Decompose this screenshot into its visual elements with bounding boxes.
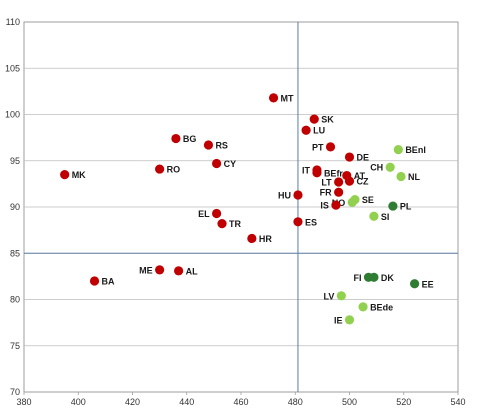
data-label-pl: PL [400, 202, 412, 212]
data-point-hr [247, 233, 257, 244]
data-point-no [347, 197, 357, 207]
reference-lines [24, 22, 458, 392]
data-label-at: AT [354, 171, 366, 181]
data-label-dk: DK [381, 273, 394, 283]
data-label-nl: NL [408, 172, 420, 182]
data-point-bg [171, 133, 181, 144]
data-point-fr [334, 187, 344, 197]
data-label-si: SI [381, 212, 390, 222]
data-point-cz [344, 176, 355, 186]
data-point-si [369, 211, 379, 221]
data-point-pl [388, 201, 398, 211]
data-label-fr: FR [320, 188, 332, 198]
data-label-mk: MK [72, 170, 86, 180]
data-label-ee: EE [422, 279, 434, 289]
data-label-pt: PT [312, 142, 324, 152]
x-tick-label: 420 [125, 397, 140, 407]
data-label-me: ME [139, 265, 153, 275]
data-point-me [155, 265, 165, 275]
data-label-sk: SK [321, 115, 334, 125]
data-point-dk [369, 272, 379, 282]
y-tick-label: 100 [5, 110, 20, 120]
y-tick-label: 85 [10, 248, 20, 258]
data-point-lt [334, 177, 344, 187]
x-tick-label: 500 [342, 397, 357, 407]
x-tick-label: 520 [396, 397, 411, 407]
x-tick-label: 540 [450, 397, 465, 407]
data-label-mt: MT [281, 93, 294, 103]
data-point-ie [344, 315, 355, 325]
data-label-hr: HR [259, 234, 272, 244]
x-tick-label: 380 [16, 397, 31, 407]
data-point-es [293, 217, 303, 227]
grid-lines [24, 67, 458, 347]
data-point-al [174, 266, 184, 276]
data-point-hu [293, 190, 303, 200]
data-label-is: IS [320, 201, 329, 211]
data-label-lv: LV [324, 291, 335, 301]
y-tick-label: 80 [10, 295, 20, 305]
data-point-sk [309, 114, 319, 124]
data-point-ch [385, 162, 395, 172]
data-point-tr [217, 219, 227, 229]
data-label-al: AL [186, 266, 198, 276]
data-label-de: DE [357, 153, 370, 163]
data-label-se: SE [362, 195, 374, 205]
data-point-ba [89, 276, 100, 286]
x-tick-label: 400 [71, 397, 86, 407]
data-point-is [331, 200, 341, 210]
data-label-befr: BEfr [324, 168, 343, 178]
y-tick-label: 90 [10, 202, 20, 212]
tick-labels: 70 75 80 85 90 95 100 105 110 380 400 420 440 460 480 5… [5, 17, 466, 407]
data-point-benl [393, 145, 403, 155]
x-tick-label: 480 [288, 397, 303, 407]
y-tick-label: 105 [5, 63, 20, 73]
x-tick-label: 440 [179, 397, 194, 407]
data-label-el: EL [198, 209, 210, 219]
data-point-lv [336, 291, 346, 301]
data-label-rs: RS [215, 141, 228, 151]
y-tick-label: 75 [10, 341, 20, 351]
data-point-lu [301, 125, 311, 135]
data-label-it: IT [302, 166, 311, 176]
data-label-lu: LU [313, 126, 325, 136]
data-label-lt: LT [321, 178, 332, 188]
data-point-cy [211, 158, 222, 169]
data-label-bg: BG [183, 134, 197, 144]
data-label-ba: BA [102, 277, 115, 287]
data-point-mk [60, 170, 70, 180]
data-label-fi: FI [353, 273, 361, 283]
data-point-el [211, 208, 222, 219]
y-tick-label: 95 [10, 156, 20, 166]
y-tick-label: 110 [6, 17, 20, 27]
data-point-nl [396, 171, 406, 182]
data-point-mt [268, 93, 279, 103]
data-point-de [344, 152, 355, 162]
data-point-befr [312, 168, 322, 178]
data-label-ch: CH [370, 163, 383, 173]
data-point-rs [203, 140, 214, 150]
data-label-benl: BEnl [405, 145, 426, 155]
data-label-ro: RO [167, 165, 181, 175]
data-label-es: ES [305, 217, 317, 227]
data-label-bede: BEde [370, 302, 393, 312]
data-label-cy: CY [224, 159, 237, 169]
data-label-cz: CZ [357, 177, 369, 187]
data-point-ro [155, 164, 165, 174]
data-point-pt [325, 142, 336, 152]
data-point-ee [410, 279, 420, 289]
data-label-tr: TR [229, 219, 241, 229]
data-label-hu: HU [278, 190, 291, 200]
data-point-bede [358, 302, 368, 312]
x-tick-label: 460 [233, 397, 248, 407]
data-label-ie: IE [334, 315, 343, 325]
y-tick-label: 70 [10, 387, 20, 397]
